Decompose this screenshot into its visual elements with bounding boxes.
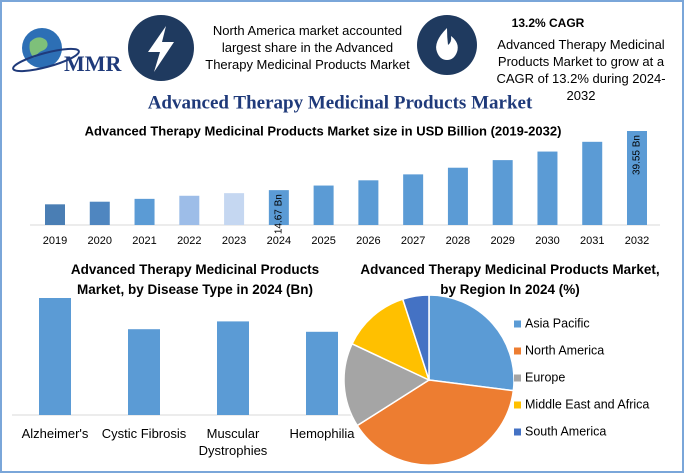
bar	[403, 174, 424, 225]
flame-icon	[436, 28, 458, 60]
x-tick-label: 2020	[88, 235, 112, 247]
x-tick-label: 2027	[401, 235, 425, 247]
data-label: 39.55 Bn	[632, 135, 643, 175]
bar	[492, 160, 513, 225]
x-tick-label: Cystic Fibrosis	[101, 426, 187, 441]
bar	[89, 201, 110, 225]
x-tick-label: 2021	[132, 235, 156, 247]
legend-swatch	[514, 320, 521, 328]
chart-title: Advanced Therapy Medicinal Products Mark…	[85, 123, 562, 138]
legend-swatch	[514, 374, 521, 382]
main-title: Advanced Therapy Medicinal Products Mark…	[148, 92, 533, 113]
x-tick-label: 2024	[267, 235, 291, 247]
legend-swatch	[514, 347, 521, 355]
bar	[627, 131, 647, 225]
bar	[306, 331, 338, 415]
lightning-icon	[148, 26, 174, 72]
legend-label: Asia Pacific	[525, 316, 590, 330]
logo-land	[29, 37, 48, 58]
bar	[582, 141, 603, 225]
logo-text: MMR	[64, 51, 123, 76]
x-tick-label: 2025	[311, 235, 335, 247]
x-tick-label: 2019	[43, 235, 67, 247]
legend-label: Middle East and Africa	[525, 397, 649, 411]
chart-title: Advanced Therapy Medicinal Products Mark…	[70, 262, 320, 297]
bar	[45, 204, 65, 225]
legend-label: South America	[525, 424, 606, 438]
x-tick-label: 2028	[446, 235, 470, 247]
x-tick-label: 2031	[580, 235, 604, 247]
bar	[39, 298, 71, 415]
logo-orbit	[12, 47, 80, 73]
data-label: 14.67 Bn	[273, 194, 284, 234]
legend-label: Europe	[525, 370, 565, 384]
x-tick-label: Muscular Dystrophies	[198, 426, 268, 458]
bar	[358, 180, 379, 225]
x-tick-label: 2026	[356, 235, 380, 247]
bar	[447, 167, 468, 225]
x-tick-label: 2030	[535, 235, 559, 247]
pie-slice	[401, 294, 430, 381]
legend-label: North America	[525, 343, 604, 357]
bar	[134, 198, 155, 225]
x-tick-label: 2029	[490, 235, 514, 247]
bar	[217, 321, 249, 415]
x-tick-label: 2032	[625, 235, 649, 247]
legend-swatch	[514, 428, 521, 436]
pie-slice	[343, 342, 431, 427]
x-tick-label: 2023	[222, 235, 246, 247]
pie-slice	[351, 298, 431, 382]
bar	[537, 151, 558, 225]
bar	[128, 329, 160, 415]
x-tick-label: 2022	[177, 235, 201, 247]
bar	[268, 190, 289, 225]
legend-swatch	[514, 401, 521, 409]
bar	[224, 193, 245, 225]
chart-title: Advanced Therapy Medicinal Products Mark…	[360, 262, 660, 297]
cagr-text: Advanced Therapy Medicinal Products Mark…	[496, 37, 666, 103]
x-tick-label: Hemophilia	[289, 426, 355, 441]
bar	[179, 195, 200, 225]
highlight-text: North America market accounted largest s…	[205, 23, 410, 72]
logo: MMR	[12, 28, 123, 76]
bar	[313, 185, 334, 225]
cagr-headline: 13.2% CAGR	[512, 16, 585, 30]
x-tick-label: Alzheimer's	[21, 426, 89, 441]
pie-slice	[428, 294, 515, 392]
